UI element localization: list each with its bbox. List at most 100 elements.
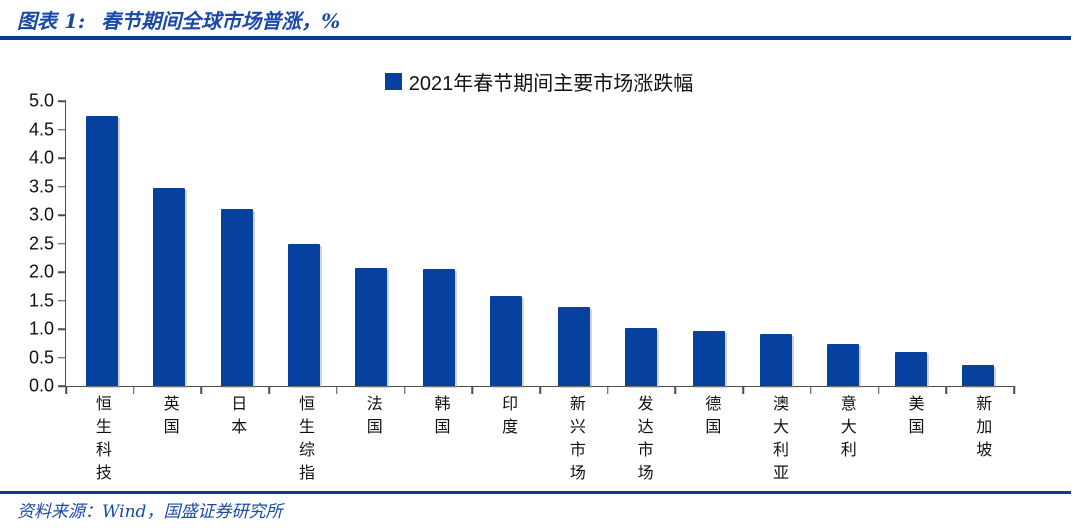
bar-column [540, 101, 607, 386]
bar-column [675, 101, 742, 386]
figure-label: 图表 1: [17, 9, 86, 33]
x-axis-labels: 恒生科技 英国 日本 恒生综指 法国 韩国 印度 新兴市场 发达市场 德国 澳大利亚 意大利 美国 新加坡 [65, 395, 1017, 487]
x-label-cell: 英国 [135, 395, 203, 487]
x-label-cell: 美国 [880, 395, 948, 487]
bar-column [68, 101, 135, 386]
bar [220, 209, 253, 386]
bar [85, 116, 118, 386]
x-axis-label: 新加坡 [973, 395, 991, 464]
y-tick-mark [58, 299, 66, 302]
x-tick-mark [200, 386, 203, 394]
x-tick-mark [877, 386, 880, 394]
x-label-cell: 韩国 [406, 395, 474, 487]
x-label-cell: 新兴市场 [541, 395, 609, 487]
x-tick-mark [606, 386, 609, 394]
x-label-cell: 法国 [338, 395, 406, 487]
bar-column [405, 101, 472, 386]
x-axis-label: 日本 [228, 395, 246, 441]
bars-container [66, 101, 1014, 386]
y-tick-mark [58, 328, 66, 330]
y-tick-label: 5.0 [28, 90, 54, 111]
y-tick-label: 4.5 [28, 119, 54, 139]
bar [557, 307, 590, 386]
chart-legend: 2021年春节期间主要市场涨跌幅 [65, 67, 1013, 96]
bar-column [742, 101, 809, 386]
bar-column [810, 101, 877, 386]
bar-column [473, 101, 540, 386]
y-tick-mark [58, 128, 66, 131]
x-label-cell: 澳大利亚 [744, 395, 812, 487]
figure-title-text: 春节期间全球市场普涨，% [101, 9, 341, 33]
x-axis-label: 发达市场 [634, 395, 652, 487]
plot-area: 5.0 4.5 4.0 3.5 3.0 2.5 2.0 1.5 1.0 0.5 0.0 [29, 91, 1015, 396]
y-tick-mark [58, 271, 66, 273]
x-axis-label: 恒生科技 [92, 395, 110, 487]
source-note: 资料来源：Wind，国盛证券研究所 [17, 502, 283, 522]
x-tick-mark [945, 386, 948, 394]
x-axis-label: 新兴市场 [566, 395, 584, 487]
bar [490, 295, 523, 386]
y-tick-label: 2.0 [28, 261, 54, 282]
x-tick-mark [336, 386, 338, 394]
y-tick-label: 0.0 [28, 375, 54, 396]
y-tick-label: 3.5 [28, 176, 54, 196]
x-tick-mark [471, 386, 474, 394]
bar [692, 330, 725, 386]
x-label-cell: 印度 [473, 395, 541, 487]
y-tick-label: 2.5 [28, 233, 54, 253]
bar-column [135, 101, 202, 386]
x-label-cell: 发达市场 [609, 395, 677, 487]
x-tick-mark [65, 386, 67, 394]
legend-label: 2021年春节期间主要市场涨跌幅 [408, 73, 694, 95]
bar [355, 268, 388, 386]
x-tick-mark [539, 386, 541, 394]
x-axis-label: 德国 [702, 395, 720, 441]
x-label-cell: 新加坡 [947, 395, 1015, 487]
y-tick-mark [58, 242, 66, 245]
x-tick-mark [132, 386, 135, 394]
title-divider [0, 36, 1071, 40]
bar-column [203, 101, 270, 386]
x-label-cell: 恒生综指 [270, 395, 338, 487]
x-axis-label: 英国 [160, 395, 178, 441]
y-tick-mark [58, 356, 66, 359]
bar [962, 364, 995, 386]
x-label-cell: 德国 [676, 395, 744, 487]
y-tick-label: 1.5 [28, 290, 54, 310]
x-axis-label: 印度 [499, 395, 517, 441]
x-label-cell: 意大利 [812, 395, 880, 487]
bar [827, 343, 860, 386]
x-label-cell: 恒生科技 [67, 395, 135, 487]
x-label-cell: 日本 [202, 395, 270, 487]
y-tick-mark [58, 157, 66, 159]
bar [153, 187, 186, 386]
bar [422, 269, 455, 386]
x-axis-label: 法国 [363, 395, 381, 441]
y-tick-mark [58, 100, 66, 102]
y-tick-label: 0.5 [28, 347, 54, 367]
bar [287, 244, 320, 386]
figure-title: 图表 1: 春节期间全球市场普涨，% [17, 5, 340, 34]
y-tick-label: 4.0 [28, 147, 54, 168]
bar [894, 351, 927, 386]
y-tick-mark [58, 185, 66, 188]
x-axis-label: 澳大利亚 [770, 395, 788, 487]
bar [759, 334, 792, 386]
x-tick-mark [742, 386, 744, 394]
y-tick-mark [58, 385, 66, 387]
y-tick-label: 1.0 [28, 318, 54, 339]
y-tick-mark [58, 214, 66, 216]
x-axis-label: 意大利 [837, 395, 855, 464]
x-axis-label: 美国 [905, 395, 923, 441]
x-tick-mark [268, 386, 270, 394]
x-axis-label: 恒生综指 [296, 395, 314, 487]
bar-column [877, 101, 944, 386]
x-tick-mark [403, 386, 406, 394]
y-tick-label: 3.0 [28, 204, 54, 225]
x-axis-label: 韩国 [431, 395, 449, 441]
bar-column [607, 101, 674, 386]
bar-column [338, 101, 405, 386]
footer-divider [0, 491, 1071, 494]
x-tick-mark [810, 386, 812, 394]
